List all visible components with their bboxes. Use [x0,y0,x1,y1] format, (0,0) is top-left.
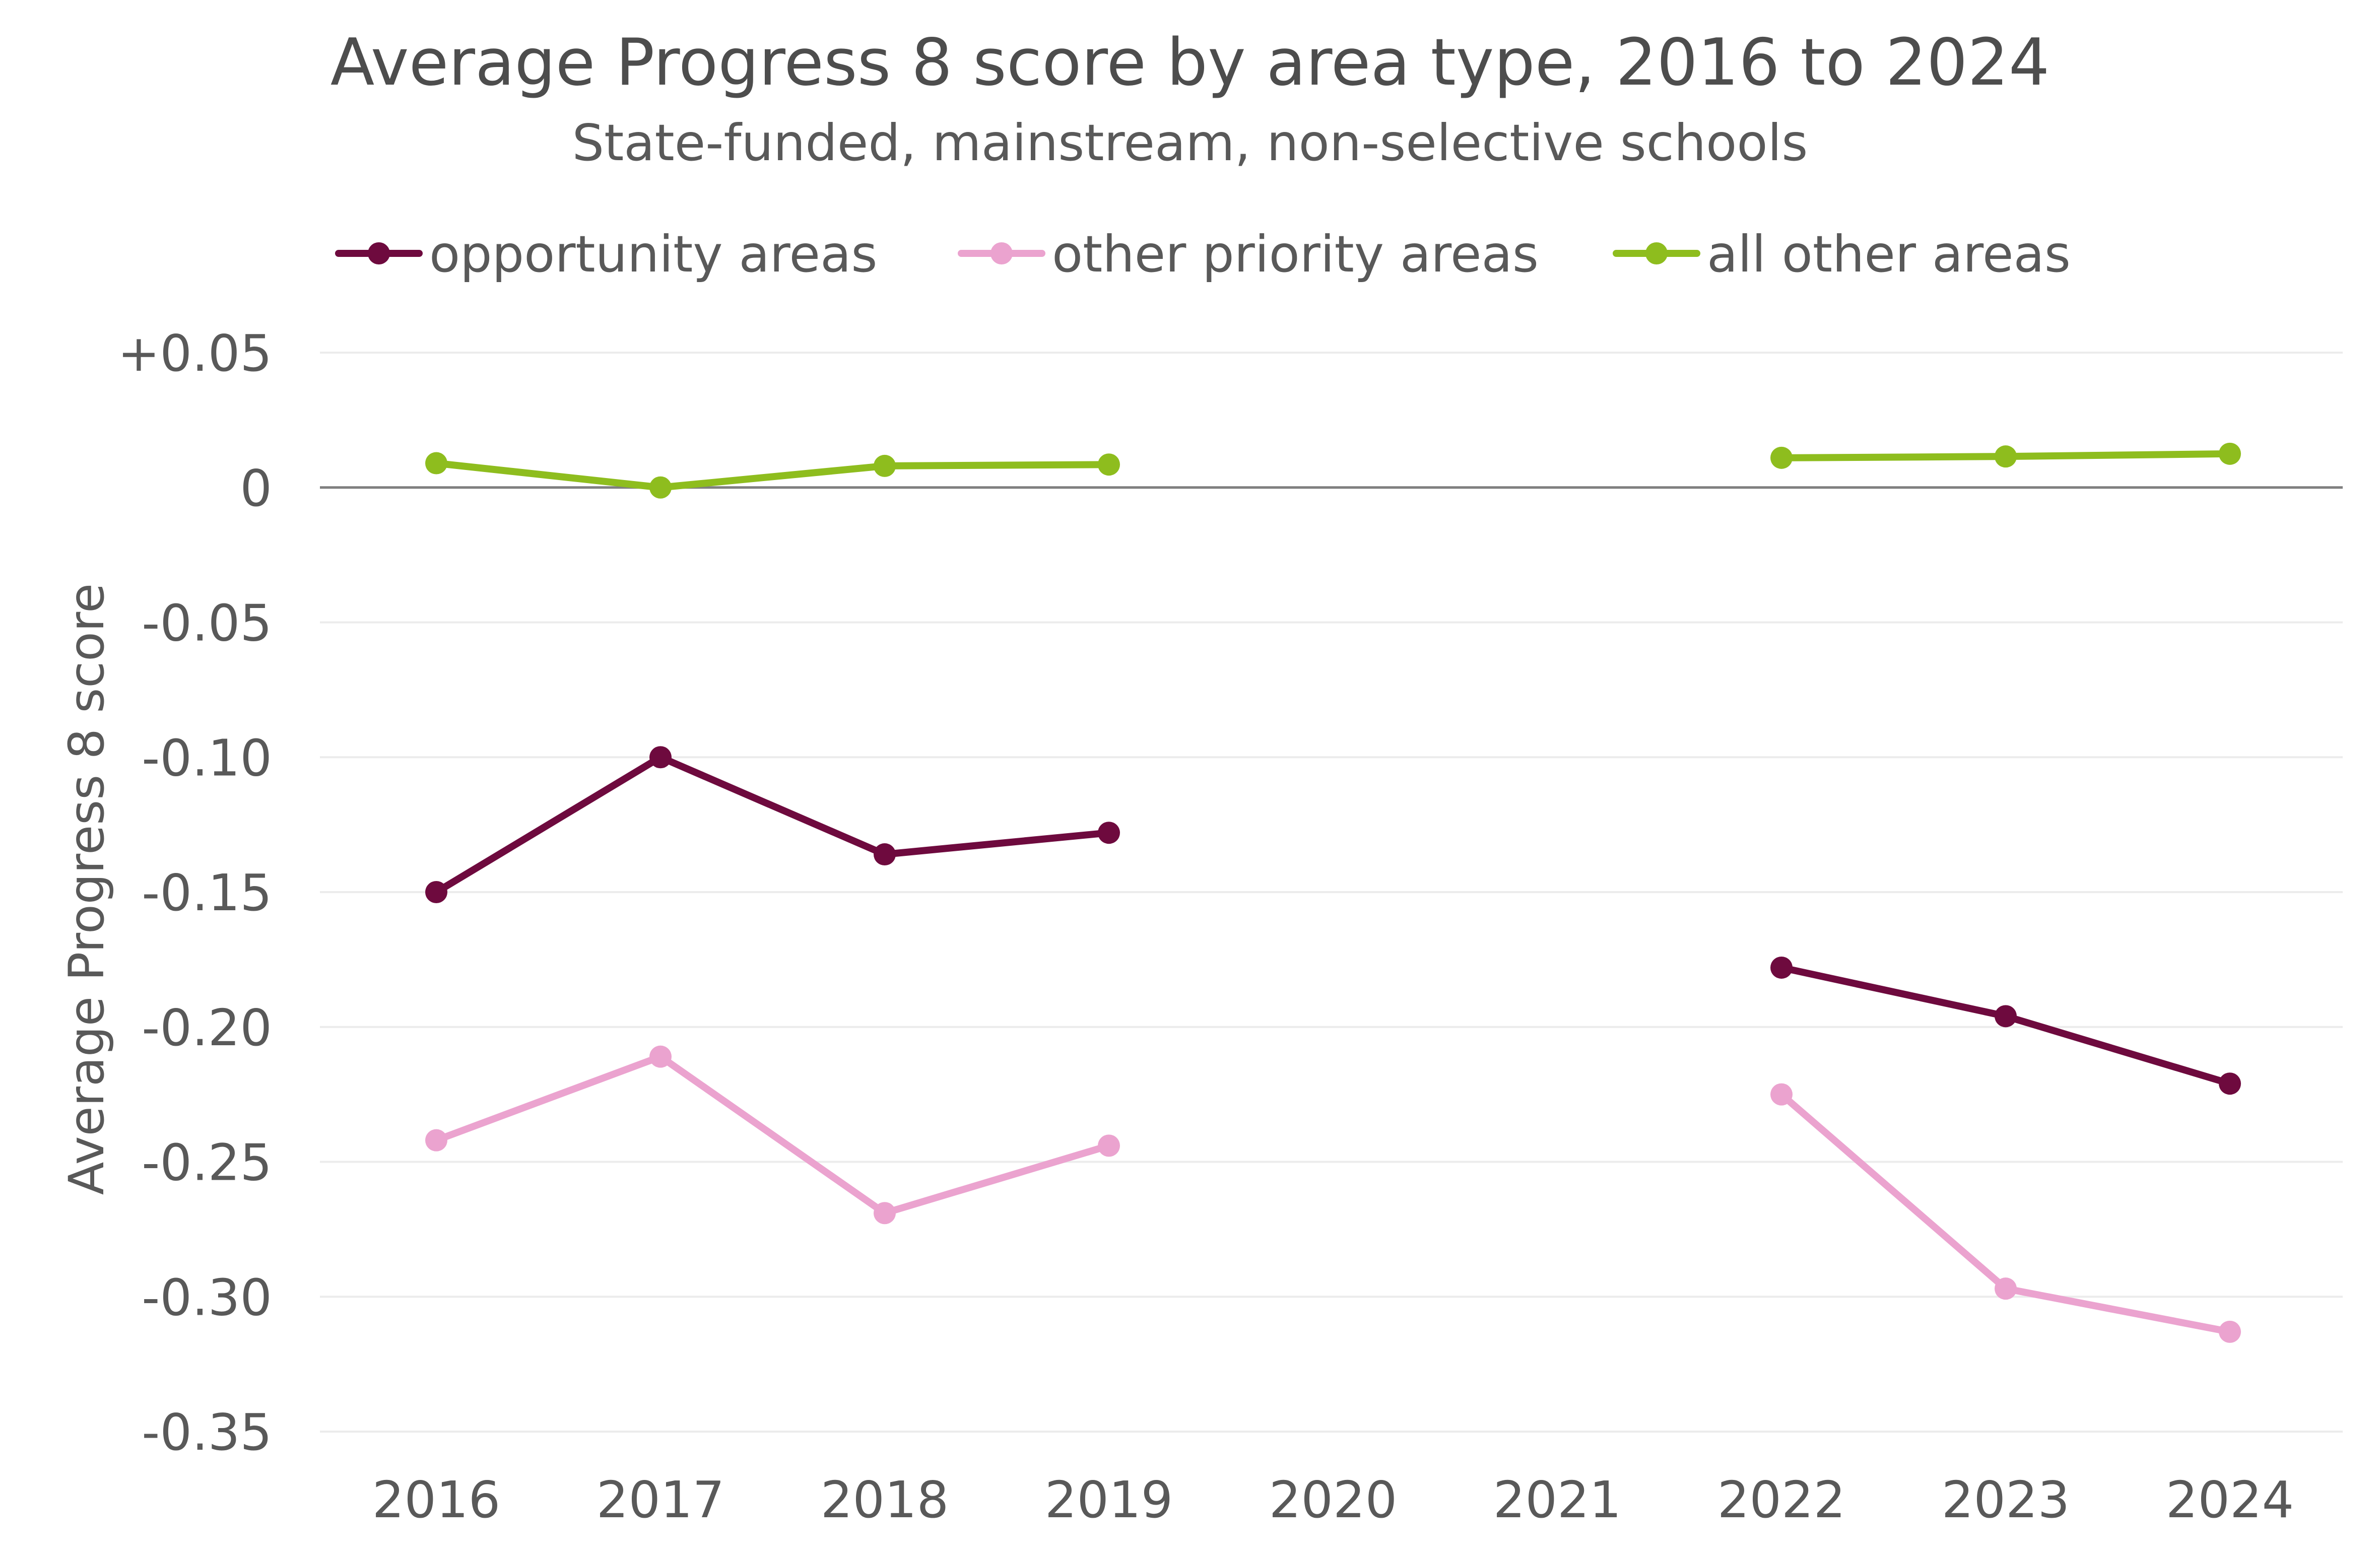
x-tick-label: 2018 [821,1470,949,1529]
x-tick-label: 2016 [372,1470,501,1529]
data-point [1770,956,1793,979]
data-point [1098,1134,1120,1157]
y-tick-label: 0 [240,459,272,518]
y-tick-label: -0.25 [142,1133,272,1192]
y-tick-label: -0.15 [142,863,272,922]
series-line [433,1053,1112,1217]
y-tick-label: -0.20 [142,998,272,1057]
series-other-priority-areas [425,1045,2241,1343]
series-line [433,459,1112,491]
y-tick-label: -0.35 [142,1403,272,1462]
data-point [1995,1277,2017,1300]
y-tick-label: -0.05 [142,594,272,653]
legend-label: other priority areas [1052,225,1539,284]
data-point [649,476,672,499]
x-tick-label: 2021 [1493,1470,1622,1529]
x-tick-label: 2023 [1942,1470,2070,1529]
data-point [1995,445,2017,468]
series-all-other-areas [425,442,2241,499]
data-point [1098,453,1120,476]
legend-label: opportunity areas [429,225,877,284]
legend-item: opportunity areas [335,225,877,284]
legend-item: all other areas [1613,225,2071,284]
data-point [2219,442,2241,465]
x-tick-label: 2022 [1717,1470,1846,1529]
data-point [649,1045,672,1068]
series-opportunity-areas [425,746,2241,1095]
series-layer [425,442,2241,1343]
data-point [1770,446,1793,469]
data-point [425,881,447,903]
y-tick-label: -0.30 [142,1268,272,1327]
data-point [649,746,672,769]
legend-swatch-marker [1645,242,1668,264]
x-tick-label: 2024 [2166,1470,2294,1529]
chart-subtitle: State-funded, mainstream, non-selective … [572,113,1808,172]
gridlines [320,352,2343,1433]
x-tick-label: 2019 [1045,1470,1173,1529]
data-point [425,1129,447,1152]
legend: opportunity areas other priority areas all… [335,225,2071,284]
data-point [874,454,896,477]
x-tick-label: 2020 [1269,1470,1398,1529]
data-point [1995,1005,2017,1028]
legend-item: other priority areas [958,225,1539,284]
x-tick-label: 2017 [597,1470,725,1529]
legend-swatch-marker [368,242,390,264]
data-point [874,1202,896,1225]
data-point [874,843,896,866]
legend-label: all other areas [1707,225,2071,284]
chart-title: Average Progress 8 score by area type, 2… [330,25,2050,100]
data-point [1098,822,1120,844]
data-point [425,452,447,475]
legend-swatch-marker [990,242,1013,264]
data-point [2219,1072,2241,1095]
data-point [2219,1320,2241,1343]
y-axis-ticks: +0.05 0 -0.05 -0.10 -0.15 -0.20 -0.25 -0.30 -0.3… [118,324,272,1462]
y-tick-label: +0.05 [118,324,272,383]
series-line [433,754,1112,896]
y-tick-label: -0.10 [142,728,272,787]
x-axis-ticks: 2016 2017 2018 2019 2020 2021 2022 2023 2024 [372,1470,2294,1529]
y-axis-label: Average Progress 8 score [58,583,115,1195]
data-point [1770,1083,1793,1106]
